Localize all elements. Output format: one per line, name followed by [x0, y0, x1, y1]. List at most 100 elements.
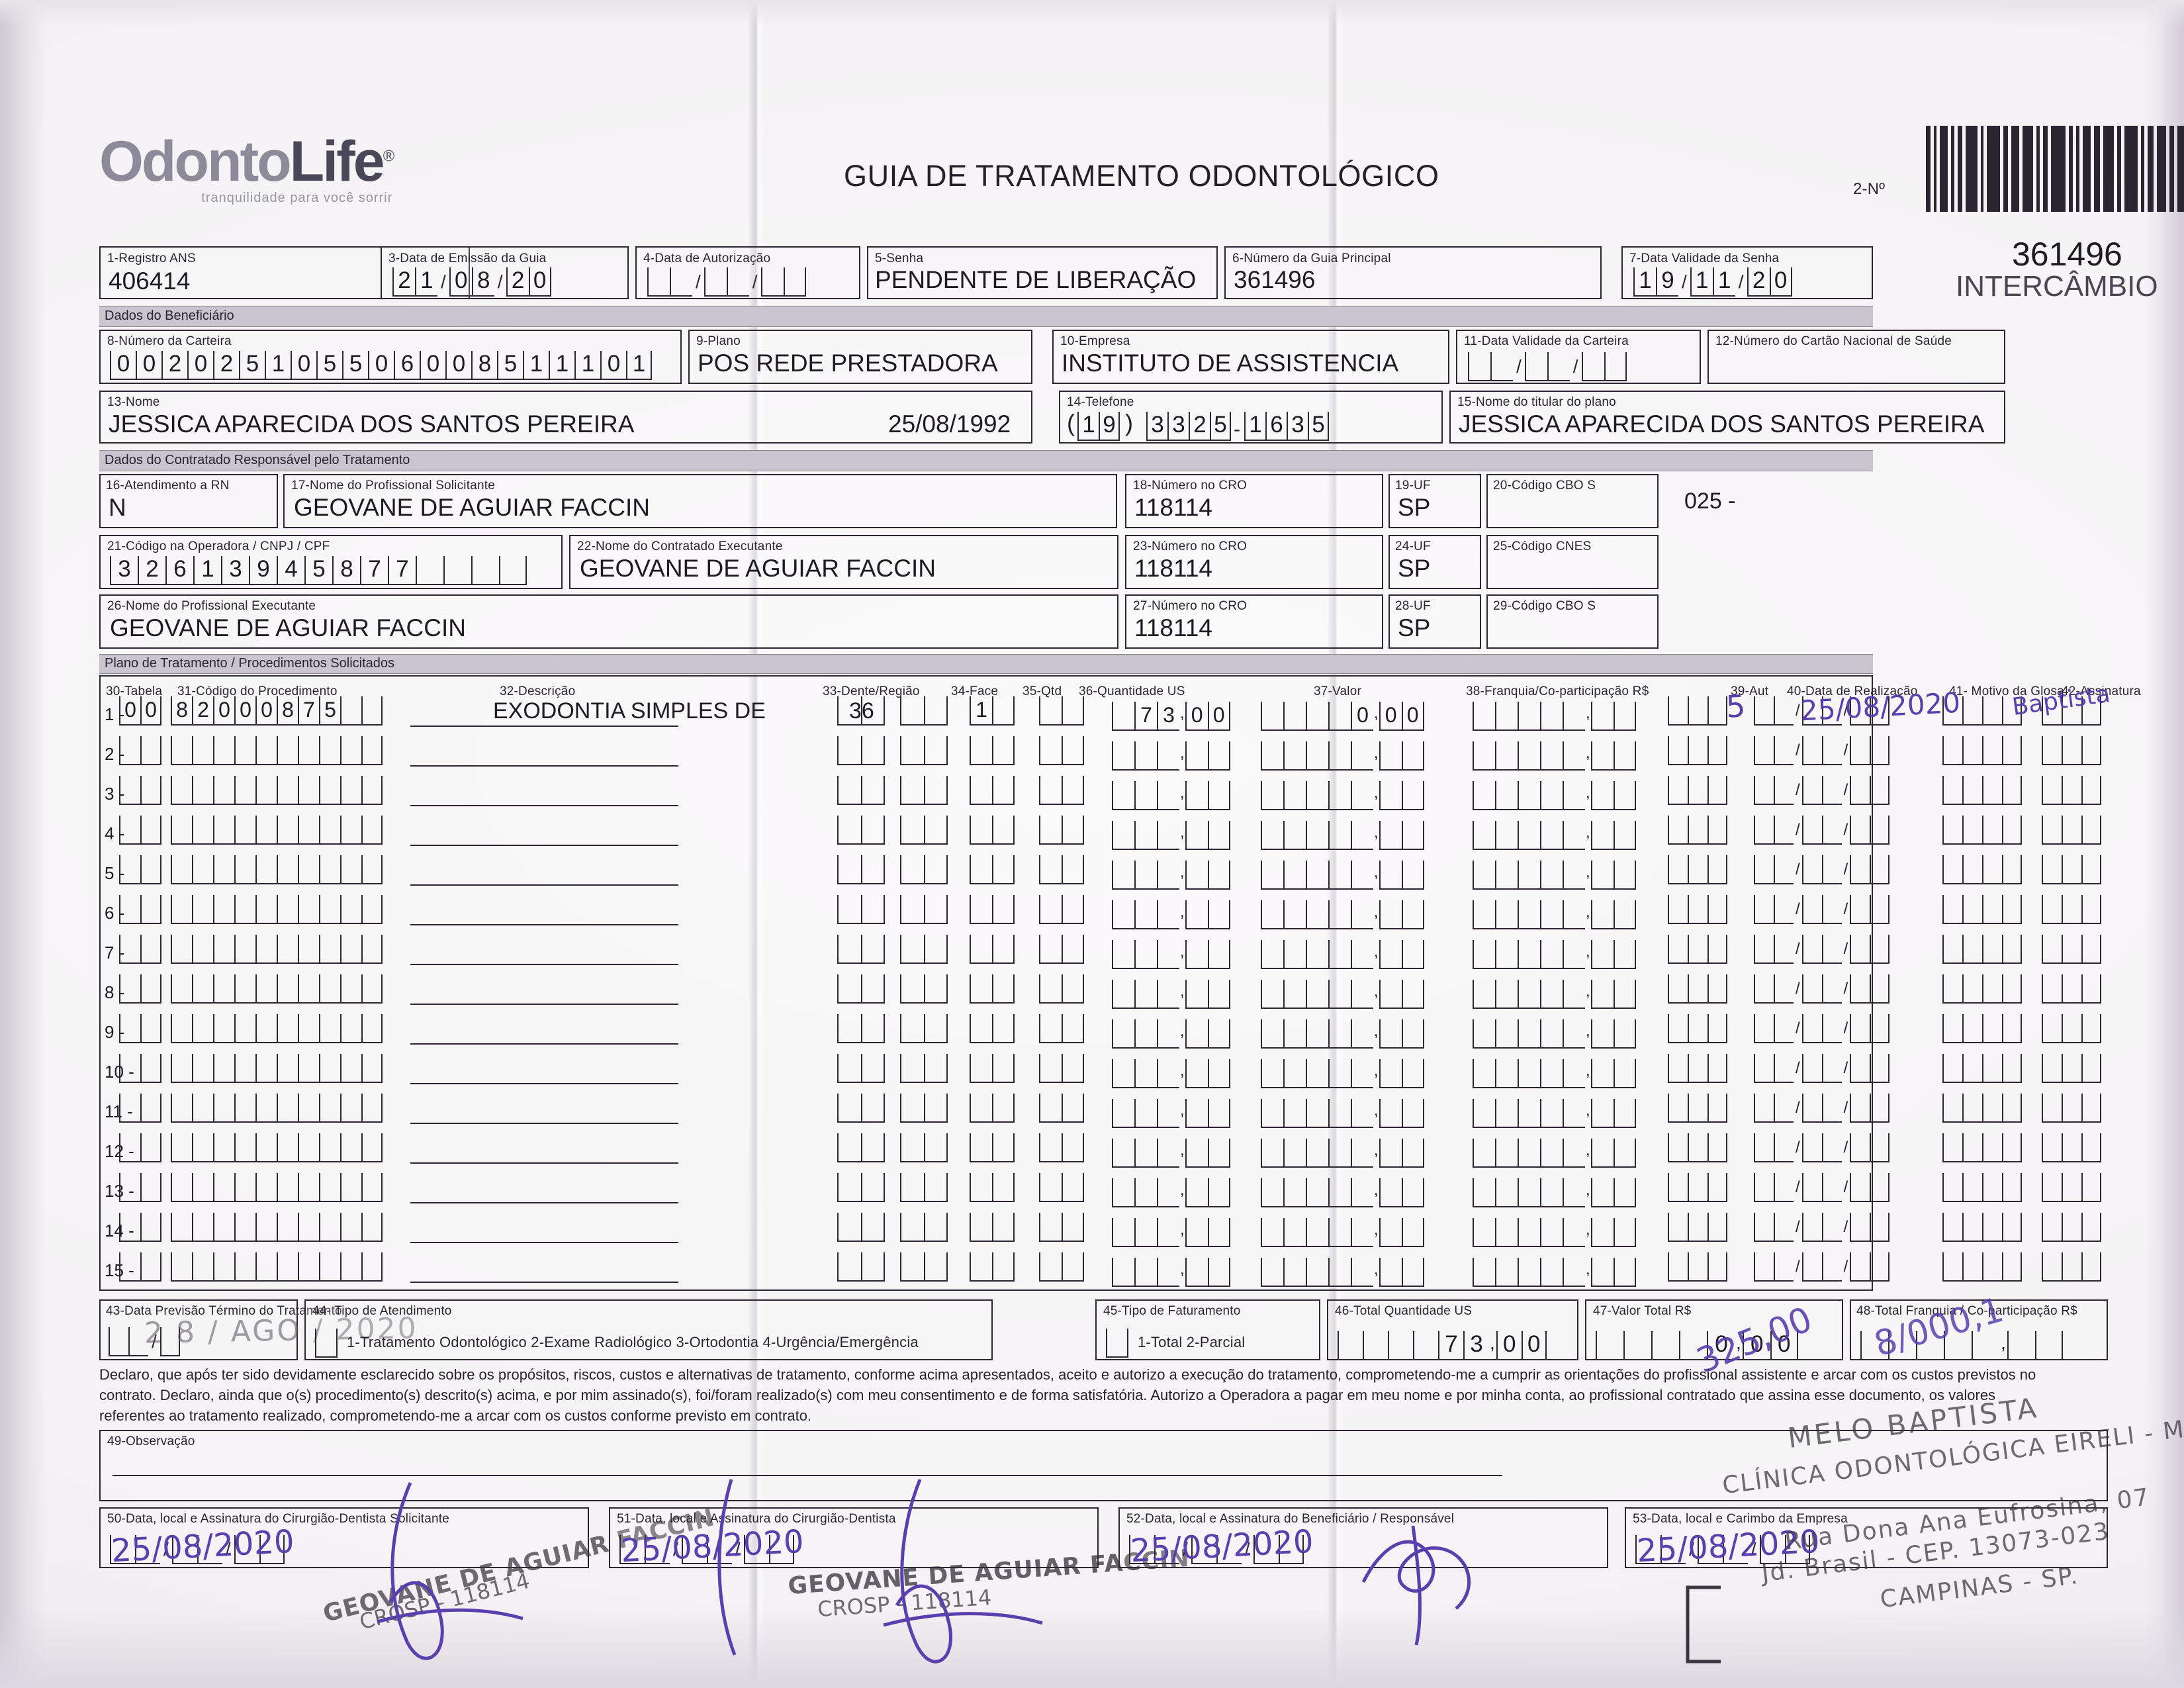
comb-cell[interactable]: [1185, 980, 1208, 1009]
comb-cell[interactable]: [298, 974, 319, 1004]
comb-cell[interactable]: [1962, 736, 1982, 765]
comb-cell[interactable]: [1688, 1213, 1707, 1242]
comb-cell[interactable]: 0: [1401, 702, 1424, 731]
procedure-cell-comb[interactable]: [2042, 1173, 2101, 1202]
procedure-cell-comb[interactable]: [837, 1094, 885, 1123]
comb-cell[interactable]: 0: [1707, 1331, 1735, 1360]
comb-cell[interactable]: [277, 736, 298, 765]
comb-cell[interactable]: [1821, 1252, 1842, 1282]
procedure-cell-comb[interactable]: [1039, 1014, 1084, 1043]
procedure-cell-comb[interactable]: [1668, 736, 1727, 765]
comb-cell[interactable]: [1754, 1133, 1774, 1162]
comb-cell[interactable]: [1540, 1139, 1563, 1168]
comb-cell[interactable]: [1207, 1178, 1230, 1207]
comb-cell[interactable]: [1518, 781, 1540, 810]
comb-cell[interactable]: [1351, 900, 1373, 929]
field-7-date-comb[interactable]: 1 9/1 1/2 0: [1633, 267, 1792, 297]
comb-cell[interactable]: 2: [138, 556, 165, 585]
procedure-cell-comb[interactable]: / /: [1754, 1133, 1890, 1162]
comb-cell[interactable]: [2081, 895, 2101, 924]
comb-cell[interactable]: 6: [1265, 412, 1287, 441]
comb-cell[interactable]: [1563, 940, 1585, 969]
comb-cell[interactable]: [277, 776, 298, 805]
comb-cell[interactable]: [1157, 940, 1179, 969]
comb-cell[interactable]: [1062, 736, 1084, 765]
comb-cell[interactable]: [1062, 935, 1084, 964]
comb-cell[interactable]: [1134, 1218, 1157, 1247]
comb-cell[interactable]: [1590, 702, 1614, 731]
comb-cell[interactable]: 0: [445, 351, 471, 380]
comb-cell[interactable]: [970, 895, 992, 924]
comb-cell[interactable]: [970, 974, 992, 1004]
comb-cell[interactable]: [213, 736, 234, 765]
procedure-cell-comb[interactable]: / /: [1754, 895, 1890, 924]
comb-cell[interactable]: [1062, 1014, 1084, 1043]
comb-cell[interactable]: [171, 855, 192, 884]
comb-cell[interactable]: 9: [1656, 267, 1678, 297]
comb-cell[interactable]: [277, 1094, 298, 1123]
comb-cell[interactable]: [1774, 816, 1794, 845]
comb-cell[interactable]: [704, 267, 727, 297]
procedure-cell-comb[interactable]: ,: [1473, 1173, 1636, 1207]
comb-cell[interactable]: [255, 736, 277, 765]
comb-cell[interactable]: 0: [110, 351, 136, 380]
comb-cell[interactable]: [1328, 702, 1351, 731]
comb-cell[interactable]: [992, 1173, 1015, 1202]
comb-cell[interactable]: [1351, 1099, 1373, 1128]
procedure-cell-comb[interactable]: [900, 1133, 948, 1162]
comb-cell[interactable]: [2081, 1213, 2101, 1242]
field-52-date-comb[interactable]: / /: [1129, 1535, 1304, 1564]
procedure-cell-comb[interactable]: [1668, 816, 1727, 845]
field-28-uf[interactable]: 28-UF SP: [1388, 594, 1481, 649]
comb-cell[interactable]: [1944, 1331, 1972, 1360]
comb-cell[interactable]: [2042, 855, 2062, 884]
comb-cell[interactable]: [1613, 1099, 1636, 1128]
comb-cell[interactable]: [1801, 776, 1822, 805]
comb-cell[interactable]: [837, 1173, 861, 1202]
comb-cell[interactable]: 9: [249, 556, 277, 585]
comb-cell[interactable]: [1801, 974, 1822, 1004]
comb-cell[interactable]: [861, 1094, 885, 1123]
comb-cell[interactable]: [192, 935, 213, 964]
procedure-cell-line[interactable]: [410, 1004, 678, 1005]
comb-cell[interactable]: [1379, 821, 1402, 850]
comb-cell[interactable]: [1754, 696, 1774, 726]
comb-cell[interactable]: [1157, 1059, 1179, 1088]
comb-cell[interactable]: [837, 1133, 861, 1162]
procedure-cell-comb[interactable]: ,: [1473, 816, 1636, 850]
field-23-numero-cro[interactable]: 23-Número no CRO 118114: [1125, 535, 1383, 589]
comb-cell[interactable]: [861, 1252, 885, 1282]
comb-cell[interactable]: [1106, 1329, 1128, 1358]
comb-cell[interactable]: [119, 1054, 140, 1083]
comb-cell[interactable]: [361, 1094, 383, 1123]
comb-cell[interactable]: [1774, 935, 1794, 964]
comb-cell[interactable]: [970, 776, 992, 805]
comb-cell[interactable]: [1774, 895, 1794, 924]
comb-cell[interactable]: [1850, 1094, 1870, 1123]
comb-cell[interactable]: [361, 1252, 383, 1282]
comb-cell[interactable]: [861, 736, 885, 765]
comb-cell[interactable]: [900, 974, 924, 1004]
comb-cell[interactable]: [1306, 821, 1328, 850]
comb-cell[interactable]: [1283, 1218, 1306, 1247]
comb-cell[interactable]: [1722, 1535, 1748, 1564]
comb-cell[interactable]: [298, 1014, 319, 1043]
comb-cell[interactable]: [1473, 1139, 1495, 1168]
comb-cell[interactable]: [1490, 352, 1513, 381]
comb-cell[interactable]: [2081, 855, 2101, 884]
comb-cell[interactable]: [1306, 980, 1328, 1009]
field-3-date-comb[interactable]: 2 1/0 8/2 0: [392, 267, 551, 297]
procedure-cell-line[interactable]: [410, 924, 678, 925]
comb-cell[interactable]: [924, 895, 948, 924]
comb-cell[interactable]: [1784, 1535, 1810, 1564]
procedure-cell-comb[interactable]: [1039, 816, 1084, 845]
comb-cell[interactable]: [1707, 935, 1727, 964]
comb-cell[interactable]: [1962, 935, 1982, 964]
comb-cell[interactable]: [1962, 974, 1982, 1004]
comb-cell[interactable]: 2: [192, 696, 213, 726]
comb-cell[interactable]: [1850, 816, 1870, 845]
